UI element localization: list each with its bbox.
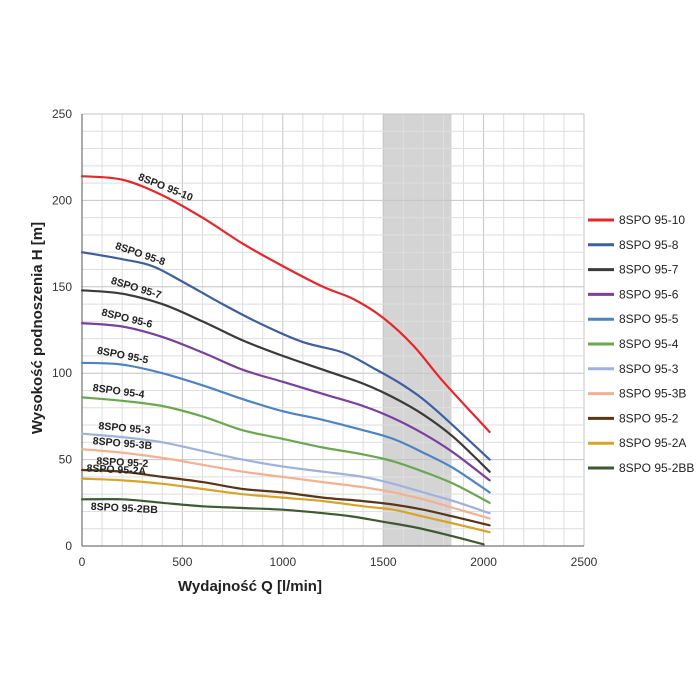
curve-label: 8SPO 95-3 (98, 420, 151, 436)
curve-label: 8SPO 95-3B (92, 435, 153, 452)
legend-entry: 8SPO 95-2A (619, 436, 686, 450)
legend-entry: 8SPO 95-6 (619, 287, 679, 301)
series-line-8spo-95-4 (80, 396, 491, 504)
series-line-8spo-95-2bb (80, 497, 485, 546)
series-line-8spo-95-5 (80, 361, 491, 494)
series-line-8spo-95-6 (80, 322, 491, 482)
y-tick-label: 0 (65, 539, 72, 553)
y-tick-label: 100 (52, 366, 72, 380)
series-line-8spo-95-3b (80, 448, 491, 520)
operating-range-band (383, 114, 452, 546)
x-tick-label: 2500 (571, 555, 598, 569)
legend-entry: 8SPO 95-8 (619, 238, 679, 252)
curve-label: 8SPO 95-2 (96, 455, 149, 470)
series-line-8spo-95-2 (80, 468, 491, 527)
legend-entry: 8SPO 95-5 (619, 312, 679, 326)
series-line-8spo-95-2a (80, 477, 491, 534)
x-tick-label: 0 (79, 555, 86, 569)
x-tick-label: 2000 (470, 555, 497, 569)
y-tick-label: 150 (52, 280, 72, 294)
y-tick-label: 50 (59, 453, 73, 467)
series-line-8spo-95-10 (80, 175, 491, 434)
series-line-8spo-95-8 (80, 251, 491, 461)
x-axis-title: Wydajność Q [l/min] (178, 578, 322, 595)
legend-entry: 8SPO 95-3 (619, 362, 679, 376)
legend-entry: 8SPO 95-7 (619, 263, 679, 277)
legend-entry: 8SPO 95-2BB (619, 461, 694, 475)
series-line-8spo-95-3 (80, 432, 491, 515)
legend: 8SPO 95-10 8SPO 95-8 8SPO 95-7 8SPO 95-6 8SP… (588, 213, 694, 475)
series-lines (80, 175, 491, 546)
curve-label: 8SPO 95-2BB (90, 501, 158, 517)
axes: 0 500 1000 1500 2000 2500 0 50 100 150 200 250 (52, 107, 598, 569)
legend-entry: 8SPO 95-10 (619, 213, 685, 227)
y-axis-title: Wysokość podnoszenia H [m] (29, 222, 46, 434)
series-line-8spo-95-7 (80, 289, 491, 473)
x-tick-label: 1500 (370, 555, 397, 569)
y-tick-label: 200 (52, 193, 72, 207)
curve-label: 8SPO 95-2A (86, 463, 146, 478)
y-tick-label: 250 (52, 107, 72, 121)
legend-entry: 8SPO 95-2 (619, 411, 679, 425)
legend-entry: 8SPO 95-4 (619, 337, 679, 351)
legend-entry: 8SPO 95-3B (619, 387, 686, 401)
x-tick-label: 1000 (269, 555, 296, 569)
x-tick-label: 500 (172, 555, 192, 569)
shaded-region (383, 114, 452, 546)
